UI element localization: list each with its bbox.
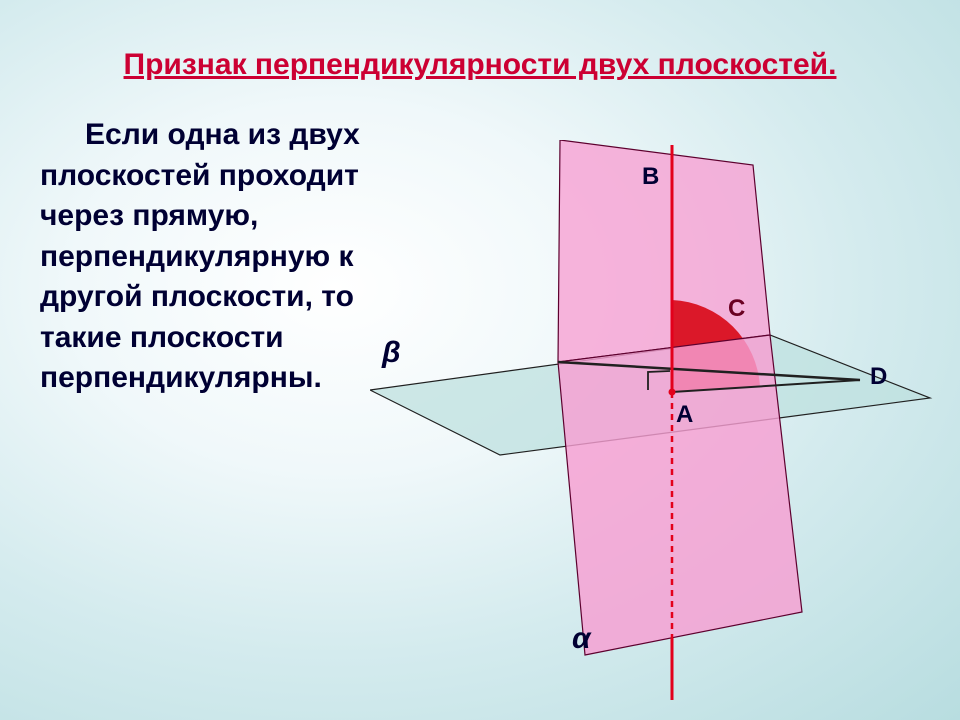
label-c: C (728, 295, 745, 322)
theorem-text: Если одна из двух плоскостей проходит че… (40, 115, 410, 399)
slide-title: Признак перпендикулярности двух плоскост… (40, 48, 920, 82)
label-b: B (642, 163, 659, 190)
label-a: A (676, 401, 693, 428)
label-d: D (870, 363, 887, 390)
planes-diagram: β α A B C D (370, 140, 940, 700)
plane-alpha-back (558, 140, 770, 362)
label-alpha: α (572, 622, 592, 655)
point-a (669, 389, 676, 396)
label-beta: β (381, 336, 401, 369)
plane-alpha-front (558, 335, 802, 655)
